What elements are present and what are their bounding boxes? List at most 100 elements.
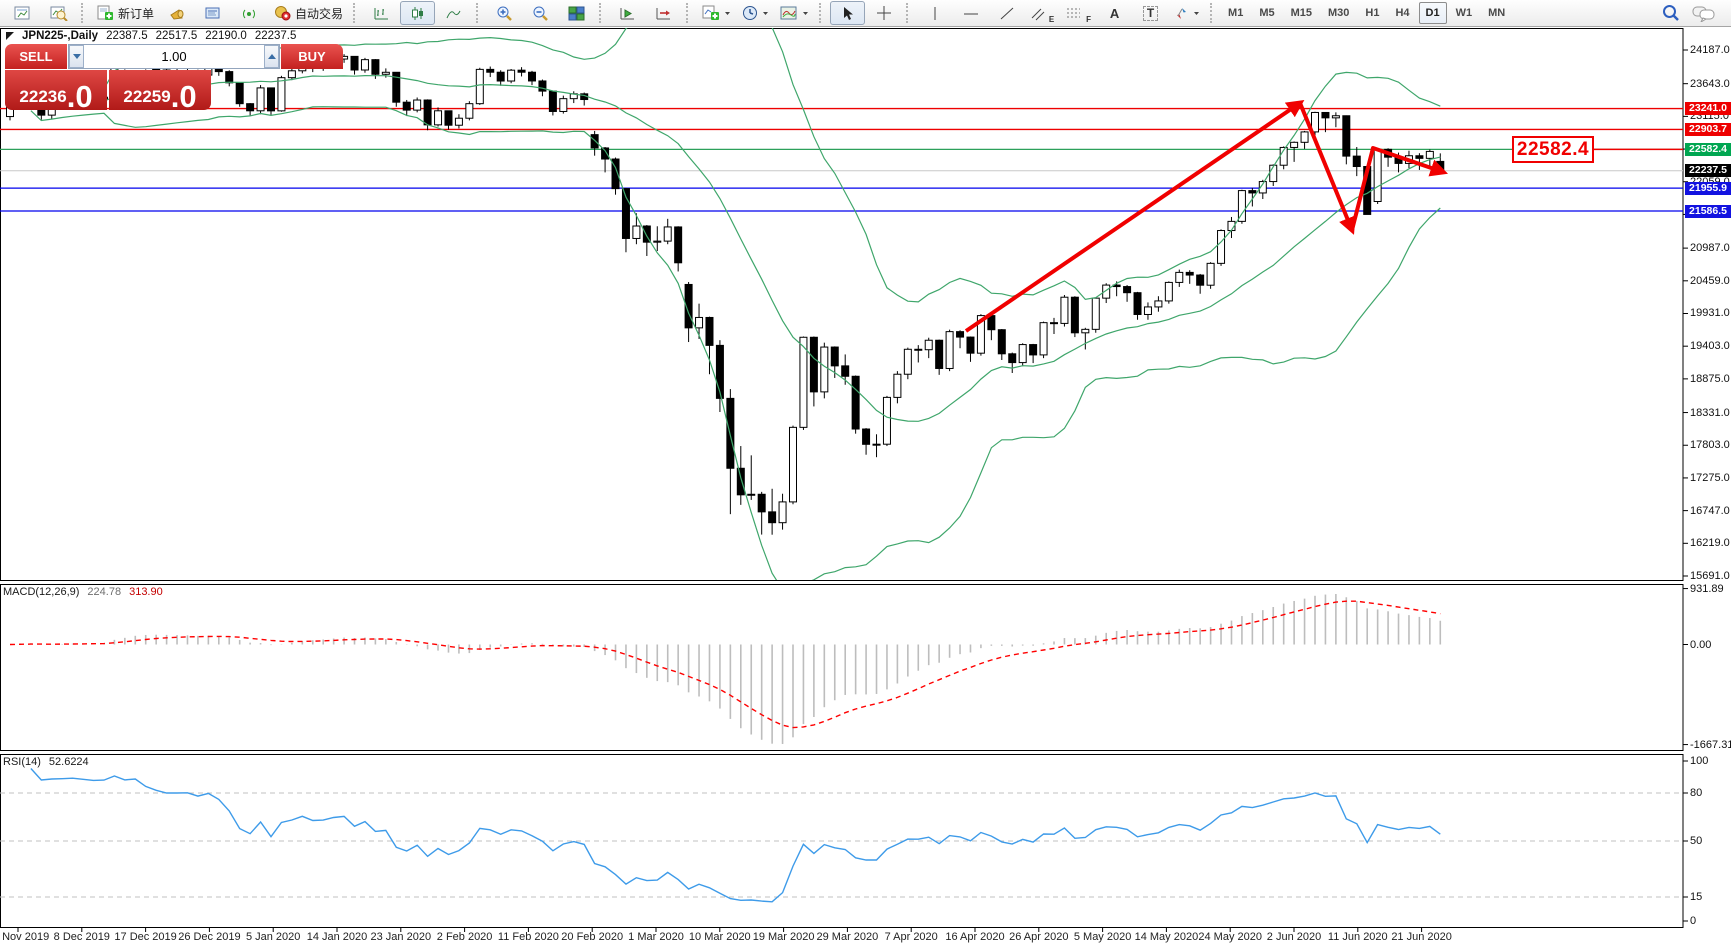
new-order-button[interactable]: 新订单 xyxy=(92,1,159,25)
time-axis-label: 14 Jan 2020 xyxy=(306,931,368,943)
timeframe-button-m30[interactable]: M30 xyxy=(1328,7,1350,19)
timeframe-button-m15[interactable]: M15 xyxy=(1290,7,1312,19)
crosshair-tool-button[interactable] xyxy=(866,1,901,25)
timeframe-button-mn[interactable]: MN xyxy=(1488,7,1506,19)
macd-value-signal: 313.90 xyxy=(129,586,163,598)
triangle-down-icon xyxy=(72,54,81,59)
cursor-tool-button[interactable] xyxy=(830,1,866,25)
price-tick-label: 20987.0 xyxy=(1690,242,1730,255)
price-tick-label: 20459.0 xyxy=(1690,274,1730,287)
terminal-button[interactable] xyxy=(196,1,231,25)
volume-input[interactable] xyxy=(84,45,264,68)
time-axis-label: 2 Feb 2020 xyxy=(436,931,493,943)
time-axis-label: 26 Dec 2019 xyxy=(178,931,241,943)
macd-axis-label: -1667.31 xyxy=(1690,738,1731,751)
chart-canvas[interactable] xyxy=(0,27,1731,947)
fibonacci-tool-button[interactable]: F xyxy=(1061,1,1096,25)
volume-increase-button[interactable] xyxy=(264,45,279,68)
indicators-button[interactable] xyxy=(697,1,736,25)
chat-icon[interactable] xyxy=(1692,5,1716,22)
timeframe-button-h1[interactable]: H1 xyxy=(1365,7,1380,19)
search-icon[interactable] xyxy=(1662,4,1680,22)
candle-chart-mode-button[interactable] xyxy=(400,1,436,25)
price-tick-label: 16219.0 xyxy=(1690,537,1730,550)
vertical-line-tool-button[interactable] xyxy=(917,1,952,25)
volume-box xyxy=(68,44,280,69)
zoom-out-button[interactable] xyxy=(523,1,558,25)
time-axis-label: 5 May 2020 xyxy=(1073,931,1132,943)
rsi-axis-label: 0 xyxy=(1690,915,1697,927)
ohlc-close: 22237.5 xyxy=(254,30,297,42)
timeframe-button-d1[interactable]: D1 xyxy=(1418,2,1447,24)
new-chart-icon xyxy=(14,6,30,19)
time-axis-label: 8 Dec 2019 xyxy=(53,931,110,943)
sell-price-frac: .0 xyxy=(66,78,93,114)
candle-chart-mode-icon xyxy=(412,6,424,20)
rsi-axis-label: 50 xyxy=(1690,835,1703,847)
text-tool-icon: A xyxy=(1109,5,1120,21)
buy-button[interactable]: BUY xyxy=(281,44,343,69)
time-axis-label: 16 Apr 2020 xyxy=(945,931,1005,943)
rsi-axis-label: 100 xyxy=(1690,755,1709,767)
macd-value-main: 224.78 xyxy=(87,586,122,598)
ohlc-low: 22190.0 xyxy=(205,30,247,42)
chart-shift-icon xyxy=(656,7,671,19)
time-axis-label: 29 Mar 2020 xyxy=(816,931,879,943)
signals-button[interactable] xyxy=(232,1,267,25)
crosshair-icon xyxy=(876,6,891,20)
vertical-line-icon xyxy=(934,6,936,20)
timeframe-button-m5[interactable]: M5 xyxy=(1259,7,1275,19)
new-chart-button[interactable] xyxy=(5,1,40,25)
time-axis-label: 1 Mar 2020 xyxy=(628,931,684,943)
rsi-axis-label: 80 xyxy=(1690,787,1703,799)
templates-button[interactable] xyxy=(775,1,814,25)
autotrading-label: 自动交易 xyxy=(295,6,344,21)
cursor-icon xyxy=(843,6,853,20)
periods-button[interactable] xyxy=(737,1,774,25)
chevron-down-icon xyxy=(1194,11,1200,15)
autotrading-button[interactable]: 自动交易 xyxy=(268,1,348,25)
time-axis-label: 23 Jan 2020 xyxy=(370,931,432,943)
auto-scroll-icon xyxy=(620,7,635,19)
metaeditor-button[interactable] xyxy=(160,1,195,25)
auto-scroll-button[interactable] xyxy=(610,1,645,25)
sell-price-display[interactable]: 22236.0 xyxy=(5,70,107,114)
timeframe-button-m1[interactable]: M1 xyxy=(1228,7,1244,19)
equidistant-channel-tool-button[interactable]: E xyxy=(1025,1,1060,25)
price-tick-label: 18331.0 xyxy=(1690,406,1730,419)
volume-decrease-button[interactable] xyxy=(69,45,84,68)
collapse-panel-icon[interactable] xyxy=(6,32,14,40)
chart-shift-button[interactable] xyxy=(646,1,681,25)
terminal-icon xyxy=(205,7,220,18)
horizontal-line-tool-button[interactable] xyxy=(953,1,988,25)
time-axis-label: 10 Mar 2020 xyxy=(688,931,751,943)
sell-price-main: 22236 xyxy=(19,87,67,106)
profiles-button[interactable] xyxy=(41,1,76,25)
text-label-icon: T xyxy=(1142,5,1159,21)
fibonacci-icon xyxy=(1067,8,1081,17)
text-label-tool-button[interactable]: T xyxy=(1133,1,1168,25)
buy-price-main: 22259 xyxy=(123,87,171,106)
timeframe-button-w1[interactable]: W1 xyxy=(1455,7,1473,19)
trendline-tool-button[interactable] xyxy=(989,1,1024,25)
price-tick-label: 16747.0 xyxy=(1690,504,1730,517)
arrows-tool-button[interactable] xyxy=(1169,1,1205,25)
tile-windows-button[interactable] xyxy=(559,1,594,25)
price-tick-label: 17275.0 xyxy=(1690,471,1730,484)
new-order-icon xyxy=(97,5,113,20)
price-callout[interactable]: 22582.4 xyxy=(1512,136,1594,163)
timeframe-button-h4[interactable]: H4 xyxy=(1395,7,1410,19)
arrows-icon xyxy=(1177,7,1187,19)
zoom-out-icon xyxy=(533,6,548,21)
megaphone-icon xyxy=(170,8,184,20)
buy-price-display[interactable]: 22259.0 xyxy=(109,70,211,112)
ohlc-high: 22517.5 xyxy=(155,30,198,42)
rsi-value: 52.6224 xyxy=(48,756,89,768)
zoom-in-button[interactable] xyxy=(487,1,522,25)
bar-chart-mode-button[interactable] xyxy=(364,1,399,25)
text-tool-button[interactable]: A xyxy=(1097,1,1132,25)
line-chart-mode-button[interactable] xyxy=(436,1,471,25)
chevron-down-icon xyxy=(725,11,731,15)
trendline-icon xyxy=(1000,7,1013,19)
sell-button[interactable]: SELL xyxy=(5,44,67,69)
